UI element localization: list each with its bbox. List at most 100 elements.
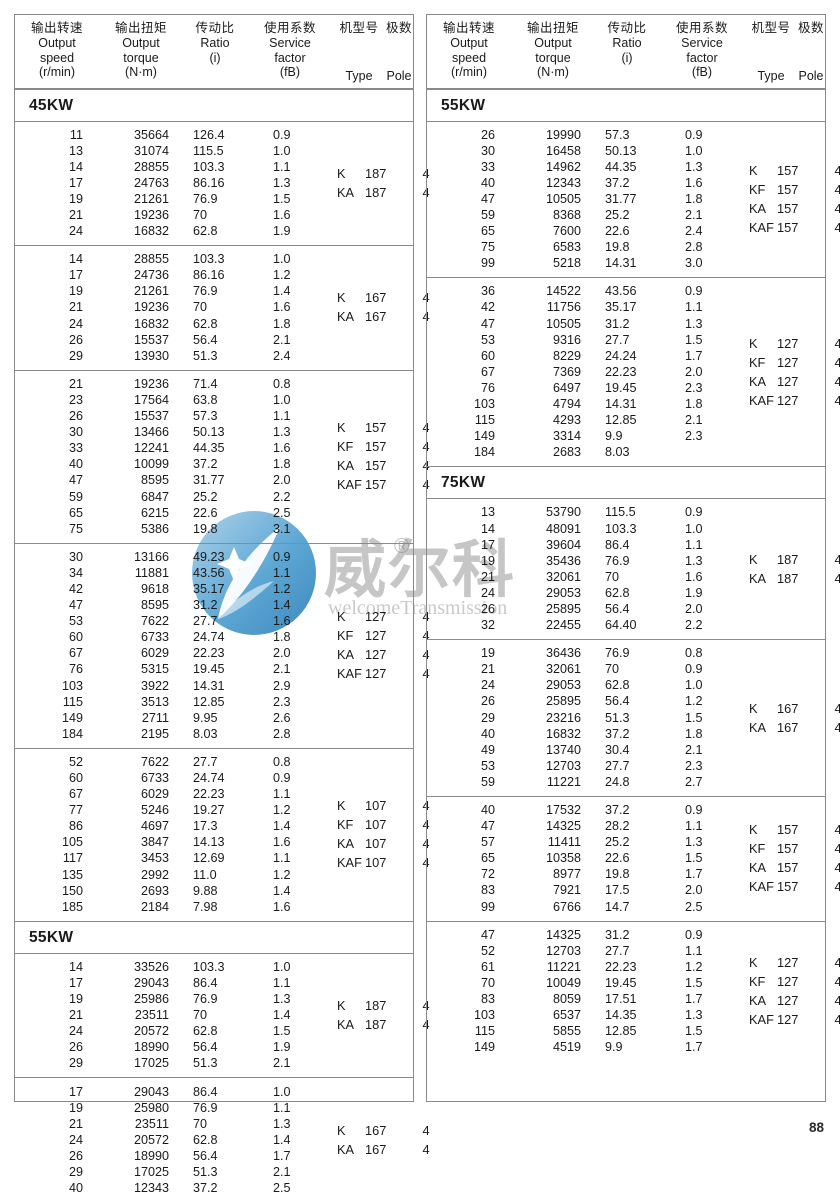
cell-ratio: 56.4 [605,601,630,616]
cell-service-factor: 1.5 [685,1024,703,1039]
table-row: 29 17025 51.3 2.1 [15,1164,333,1180]
table-row: 19 36436 76.9 0.8 [427,645,745,661]
type-row: KF 127 4 [749,353,840,372]
spec-block: 14 33526 103.3 1.0 17 29043 86.4 1.1 19 25986 76.9… [15,954,430,1079]
type-group: K 187 4 KA 187 4 [333,959,439,1072]
cell-output-torque: 10099 [133,457,169,472]
cell-output-speed: 17 [480,537,495,552]
table-row: 135 2992 11.0 1.2 [15,867,333,883]
table-row: 19 21261 76.9 1.4 [15,283,333,299]
cell-service-factor: 1.3 [685,1008,703,1023]
header-type-cn: 机型号 [751,20,791,35]
cell-service-factor: 1.2 [273,268,291,283]
cell-output-torque: 18990 [133,1148,169,1163]
cell-ratio: 11.0 [193,867,217,882]
cell-output-speed: 59 [68,489,83,504]
cell-ratio: 70 [193,300,208,315]
cell-output-speed: 36 [480,284,495,299]
table-row: 47 10505 31.77 1.8 [427,191,745,207]
header-ratio-unit: (i) [621,50,633,65]
type-group: K 157 4 KF 157 4 KA 157 4 KAF 157 4 [745,802,840,915]
cell-output-speed: 24 [480,585,495,600]
cell-output-torque: 6733 [140,630,169,645]
cell-type-prefix: KF [749,181,766,197]
cell-ratio: 14.31 [193,678,225,693]
cell-ratio: 9.9 [605,1040,623,1055]
table-row: 185 2184 7.98 1.6 [15,899,333,915]
table-row: 40 12343 37.2 1.6 [427,175,745,191]
cell-output-speed: 19 [68,992,83,1007]
cell-ratio: 76.9 [193,284,218,299]
spec-rows: 47 14325 31.2 0.9 52 12703 27.7 1.1 61 11221 22.23… [427,927,745,1056]
table-row: 17 39604 86.4 1.1 [427,537,745,553]
cell-service-factor: 1.3 [273,992,291,1007]
cell-ratio: 14.13 [193,835,225,850]
cell-output-speed: 149 [473,429,495,444]
header-output-speed-en2: speed [451,50,487,65]
table-row: 53 9316 27.7 1.5 [427,332,745,348]
cell-type-number: 187 [365,165,387,181]
cell-output-torque: 28855 [133,159,169,174]
cell-output-speed: 13 [68,143,83,158]
header-service-factor-cn: 使用系数 [263,20,316,35]
table-row: 24 16832 62.8 1.8 [15,316,333,332]
cell-service-factor: 2.1 [685,208,703,223]
cell-ratio: 56.4 [193,332,218,347]
cell-type-number: 187 [365,998,387,1014]
cell-ratio: 50.13 [193,425,225,440]
cell-output-torque: 25895 [545,601,581,616]
cell-output-speed: 42 [68,581,83,596]
cell-output-speed: 75 [68,521,83,536]
cell-type-prefix: KA [337,647,355,663]
spec-table-columns: 输出转速 Output speed (r/min) 输出扭矩 Output torque (N… [14,14,840,1195]
header-service-factor-cn: 使用系数 [675,20,728,35]
spec-rows: 30 13166 49.23 0.9 34 11881 43.56 1.1 42 9618 35.1… [15,549,333,742]
cell-output-torque: 10358 [545,851,581,866]
table-row: 59 8368 25.2 2.1 [427,207,745,223]
cell-output-torque: 8368 [552,208,581,223]
spec-block: 30 13166 49.23 0.9 34 11881 43.56 1.1 42 9618 35.1… [15,544,430,749]
table-row: 33 12241 44.35 1.6 [15,440,333,456]
cell-output-speed: 26 [68,1148,83,1163]
type-row: KAF 157 4 [749,218,840,237]
type-row: KA 127 4 [337,645,439,664]
cell-ratio: 27.7 [605,943,630,958]
cell-service-factor: 1.7 [685,867,703,882]
type-row: K 187 4 [337,996,439,1015]
cell-output-torque: 2195 [140,726,169,741]
spec-block: 19 36436 76.9 0.8 21 32061 70 0.9 24 29053 62.8 1.0… [427,640,840,797]
header-output-torque-en: Output torque (N·m) [511,36,595,79]
header-ratio-cn: 传动比 [195,20,235,35]
cell-pole: 4 [834,1012,840,1027]
cell-ratio: 70 [193,208,208,223]
spec-rows: 14 28855 103.3 1.0 17 24736 86.16 1.2 19 21261 76.… [15,251,333,364]
table-row: 40 10099 37.2 1.8 [15,456,333,472]
type-row: KA 107 4 [337,834,439,853]
table-row: 17 24763 86.16 1.3 [15,175,333,191]
cell-output-torque: 17564 [133,392,169,407]
cell-output-torque: 24763 [133,175,169,190]
cell-service-factor: 2.2 [273,489,291,504]
spec-block: 36 14522 43.56 0.9 42 11756 35.17 1.1 47 10505 31.… [427,278,840,468]
cell-ratio: 14.35 [605,1008,637,1023]
table-row: 42 11756 35.17 1.1 [427,299,745,315]
type-row: K 187 4 [749,550,840,569]
table-row: 86 4697 17.3 1.4 [15,818,333,834]
cell-service-factor: 2.3 [685,380,703,395]
cell-service-factor: 2.1 [685,742,703,757]
cell-output-torque: 5315 [140,662,169,677]
cell-ratio: 12.85 [605,413,637,428]
cell-output-speed: 26 [68,332,83,347]
header-output-torque-unit: (N·m) [125,64,157,79]
cell-type-prefix: KA [337,458,355,474]
header-service-factor-unit: (fB) [279,64,301,79]
cell-ratio: 35.17 [605,300,637,315]
cell-output-torque: 2711 [141,710,169,725]
cell-output-speed: 77 [68,803,83,818]
cell-output-speed: 59 [480,774,495,789]
cell-output-torque: 14325 [545,819,581,834]
cell-type-prefix: K [749,700,758,716]
cell-output-speed: 83 [480,992,495,1007]
table-row: 72 8977 19.8 1.7 [427,866,745,882]
table-row: 30 13166 49.23 0.9 [15,549,333,565]
